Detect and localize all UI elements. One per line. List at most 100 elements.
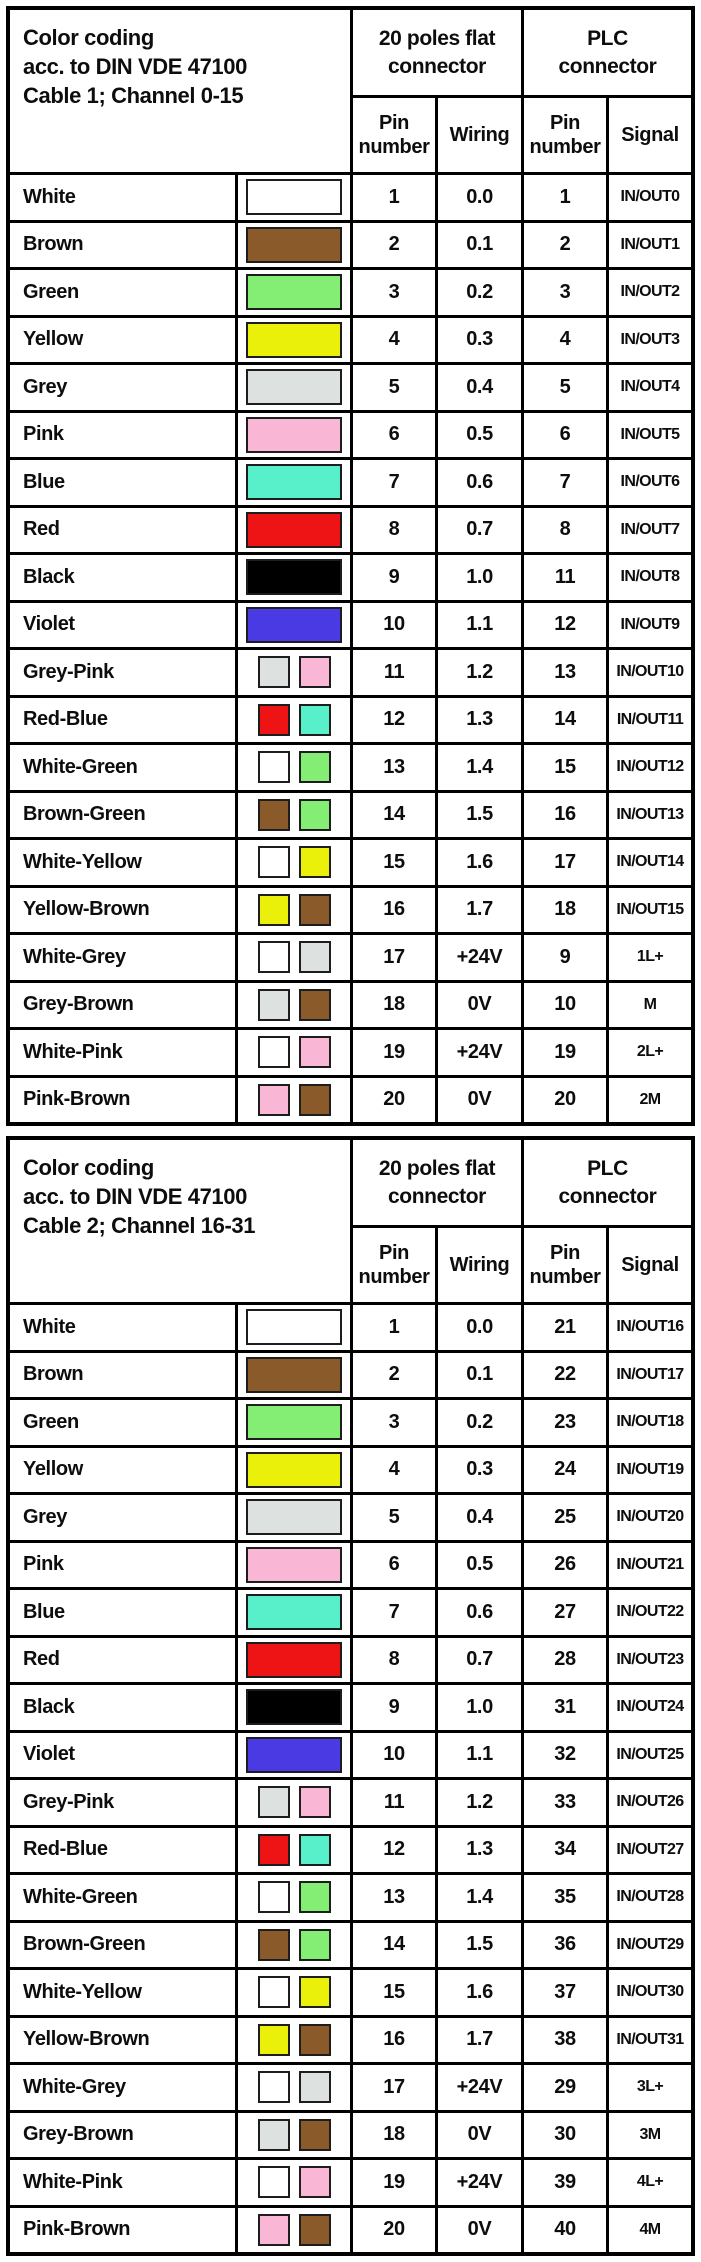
signal-label: IN/OUT25 — [609, 1732, 691, 1777]
signal-label: 2M — [609, 1077, 691, 1122]
signal-label: IN/OUT24 — [609, 1685, 691, 1730]
color-swatch-cell — [238, 270, 350, 315]
grey-swatch — [246, 369, 342, 406]
plc-pin-number: 23 — [524, 1400, 606, 1445]
color-name-label: Red-Blue — [10, 1827, 235, 1872]
plc-pin-number: 15 — [524, 745, 606, 790]
signal-label: IN/OUT26 — [609, 1780, 691, 1825]
color-swatch-cell — [238, 697, 350, 742]
color-swatch-cell — [238, 650, 350, 695]
violet-swatch — [246, 606, 342, 643]
flat-pin-number: 17 — [353, 2065, 435, 2110]
color-swatch-cell — [238, 1077, 350, 1122]
brown-swatch — [298, 2118, 331, 2151]
wiring-value: 1.5 — [438, 792, 521, 837]
plc-pin-number: 19 — [524, 1030, 606, 1075]
wiring-value: 0.5 — [438, 1542, 521, 1587]
flat-pin-number: 6 — [353, 412, 435, 457]
color-name-label: Violet — [10, 1732, 235, 1777]
flat-pin-number: 16 — [353, 2017, 435, 2062]
color-swatch-cell — [238, 175, 350, 220]
wiring-value: 1.2 — [438, 1780, 521, 1825]
yellow-swatch — [298, 1976, 331, 2009]
grey-swatch — [298, 941, 331, 974]
cable-1-color-coding-table: Color coding acc. to DIN VDE 47100 Cable… — [6, 6, 695, 1126]
signal-label: IN/OUT19 — [609, 1447, 691, 1492]
color-swatch-cell — [238, 1542, 350, 1587]
signal-label: IN/OUT28 — [609, 1875, 691, 1920]
color-name-label: White-Yellow — [10, 840, 235, 885]
color-name-label: Green — [10, 1400, 235, 1445]
color-name-label: Black — [10, 1685, 235, 1730]
plc-pin-number: 22 — [524, 1352, 606, 1397]
white-swatch — [246, 1309, 342, 1346]
flat-pin-number: 15 — [353, 1970, 435, 2015]
color-name-label: White-Green — [10, 745, 235, 790]
wiring-value: 0.7 — [438, 507, 521, 552]
title-line: Cable 2; Channel 16-31 — [23, 1213, 256, 1238]
color-swatch-cell — [238, 982, 350, 1027]
white-swatch — [257, 751, 290, 784]
color-swatch-cell — [238, 1827, 350, 1872]
signal-label: IN/OUT12 — [609, 745, 691, 790]
color-name-label: Brown — [10, 1352, 235, 1397]
col-header-plc-pin-number: Pin number — [524, 1228, 606, 1302]
color-name-label: Red — [10, 1637, 235, 1682]
flat-connector-group-header: 20 poles flat connector — [353, 10, 521, 95]
color-name-label: White-Green — [10, 1875, 235, 1920]
plc-pin-number: 13 — [524, 650, 606, 695]
plc-pin-number: 9 — [524, 935, 606, 980]
color-swatch-cell — [238, 2017, 350, 2062]
flat-pin-number: 19 — [353, 1030, 435, 1075]
signal-label: IN/OUT23 — [609, 1637, 691, 1682]
wiring-value: 1.0 — [438, 1685, 521, 1730]
col-header-signal: Signal — [609, 98, 691, 172]
white-swatch — [257, 846, 290, 879]
color-swatch-cell — [238, 2112, 350, 2157]
wiring-value: 0V — [438, 2207, 521, 2252]
color-name-label: Pink-Brown — [10, 2207, 235, 2252]
grey-swatch — [257, 1786, 290, 1819]
flat-pin-number: 14 — [353, 1922, 435, 1967]
wiring-value: 0.4 — [438, 365, 521, 410]
plc-pin-number: 31 — [524, 1685, 606, 1730]
signal-label: IN/OUT27 — [609, 1827, 691, 1872]
color-name-label: Grey — [10, 365, 235, 410]
color-name-label: Pink — [10, 412, 235, 457]
color-swatch-cell — [238, 887, 350, 932]
flat-pin-number: 5 — [353, 1495, 435, 1540]
pink-swatch — [257, 1083, 290, 1116]
title-line: Color coding — [23, 25, 154, 50]
color-swatch-cell — [238, 1685, 350, 1730]
color-swatch-cell — [238, 1305, 350, 1350]
plc-pin-number: 28 — [524, 1637, 606, 1682]
flat-pin-number: 4 — [353, 1447, 435, 1492]
signal-label: IN/OUT7 — [609, 507, 691, 552]
flat-pin-number: 13 — [353, 745, 435, 790]
color-name-label: Grey — [10, 1495, 235, 1540]
color-name-label: Black — [10, 555, 235, 600]
signal-label: IN/OUT4 — [609, 365, 691, 410]
plc-pin-number: 7 — [524, 460, 606, 505]
flat-pin-number: 10 — [353, 1732, 435, 1777]
yellow-swatch — [246, 321, 342, 358]
color-swatch-cell — [238, 2160, 350, 2205]
plc-pin-number: 4 — [524, 317, 606, 362]
color-name-label: White-Yellow — [10, 1970, 235, 2015]
signal-label: IN/OUT14 — [609, 840, 691, 885]
signal-label: IN/OUT18 — [609, 1400, 691, 1445]
pink-swatch — [246, 416, 342, 453]
signal-label: IN/OUT31 — [609, 2017, 691, 2062]
green-swatch — [246, 1404, 342, 1441]
color-name-label: Brown-Green — [10, 1922, 235, 1967]
col-header-pin-number: Pin number — [353, 98, 435, 172]
signal-label: IN/OUT21 — [609, 1542, 691, 1587]
flat-pin-number: 9 — [353, 555, 435, 600]
color-swatch-cell — [238, 2065, 350, 2110]
table-title: Color coding acc. to DIN VDE 47100 Cable… — [10, 10, 350, 172]
signal-label: IN/OUT0 — [609, 175, 691, 220]
flat-pin-number: 12 — [353, 697, 435, 742]
color-name-label: Green — [10, 270, 235, 315]
color-name-label: Grey-Brown — [10, 2112, 235, 2157]
